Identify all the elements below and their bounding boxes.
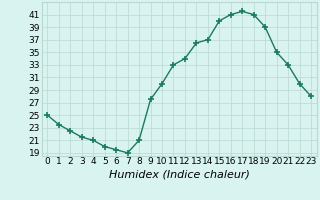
X-axis label: Humidex (Indice chaleur): Humidex (Indice chaleur) [109,169,250,179]
